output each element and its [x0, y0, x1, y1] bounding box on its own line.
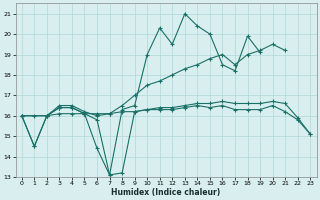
X-axis label: Humidex (Indice chaleur): Humidex (Indice chaleur) [111, 188, 221, 197]
